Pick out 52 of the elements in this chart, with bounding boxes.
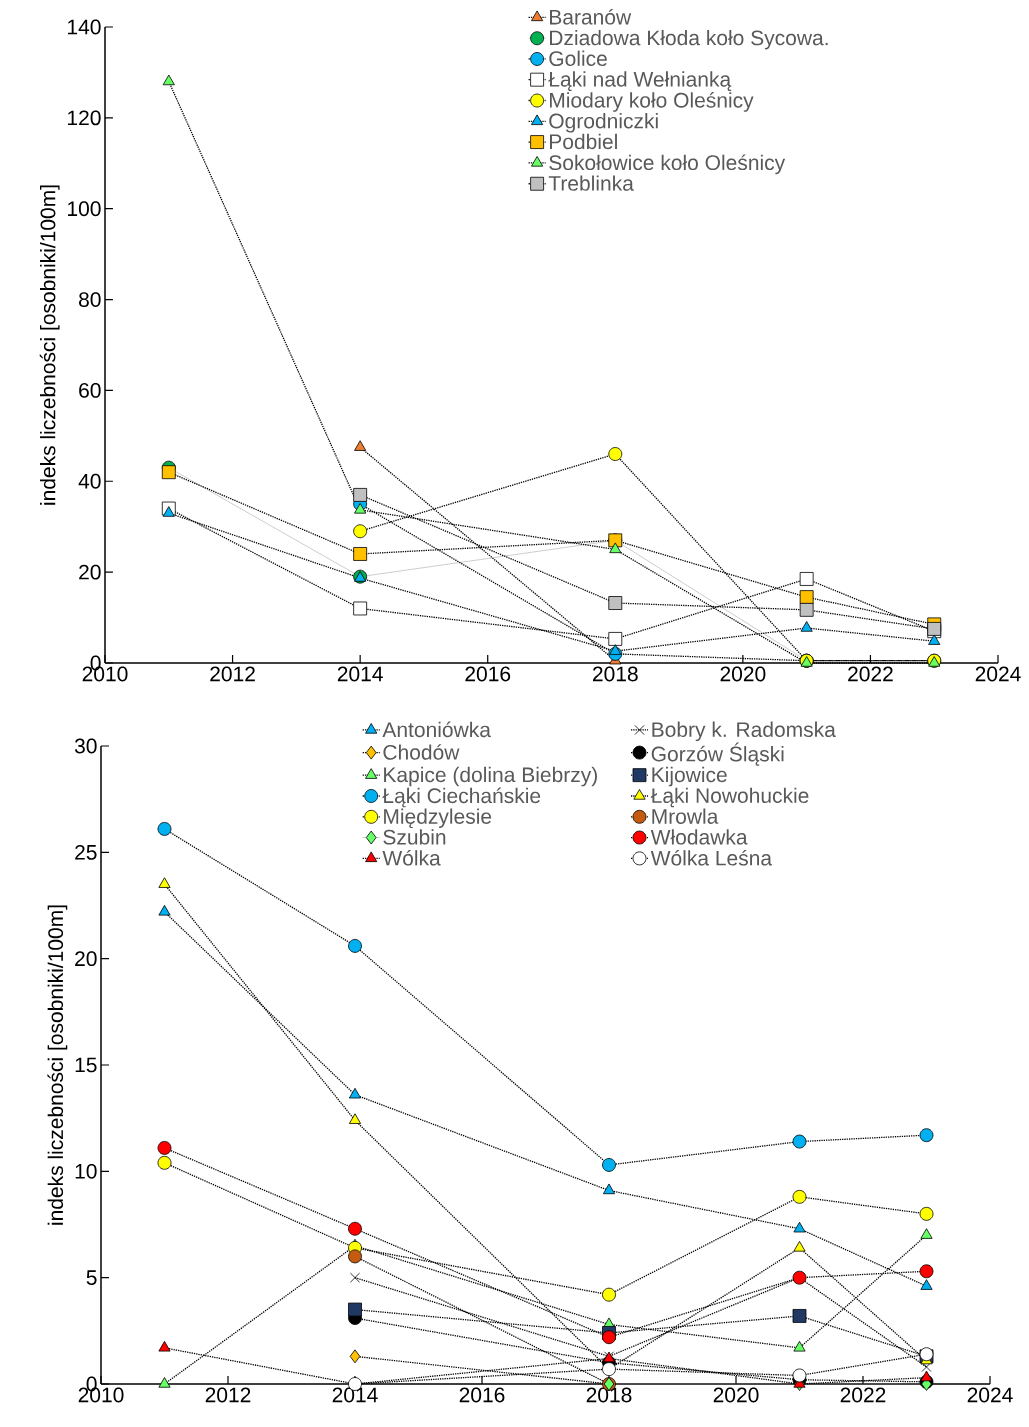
y-tick-label: 120 — [68, 110, 101, 126]
x-tick-label: 2024 — [975, 666, 1021, 682]
legend-label: Mrowla — [652, 808, 719, 824]
x-tick-label: 2022 — [848, 666, 893, 682]
legend-label: Włodawka — [650, 829, 748, 845]
legend-label: Międzylesie — [384, 808, 492, 829]
legend-label: Bobry k. Radomska — [652, 721, 836, 742]
x-tick-label: 2014 — [337, 666, 383, 682]
legend-label: Chodów — [383, 744, 460, 760]
legend-label: Ogrodniczki — [549, 113, 658, 133]
y-tick-label: 25 — [75, 844, 97, 860]
legend-label: Wólka Leśna — [650, 849, 773, 866]
legend-label: Kapice (dolina Biebrzy) — [384, 766, 597, 787]
legend-label: Łąki nad Wełnianką — [548, 71, 732, 91]
y-tick-label: 20 — [79, 564, 101, 580]
x-tick-label: 2020 — [713, 1387, 759, 1403]
legend-label: Treblinka — [548, 175, 634, 191]
legend-label: Szubin — [383, 829, 446, 845]
y-tick-label: 5 — [86, 1270, 97, 1285]
x-tick-label: 2018 — [586, 1387, 632, 1403]
x-tick-label: 2014 — [332, 1387, 378, 1403]
legend-label: Kijowice — [652, 766, 727, 787]
y-tick-label: 100 — [68, 201, 101, 217]
y-tick-label: 80 — [79, 292, 101, 307]
y-tick-label: 10 — [75, 1163, 97, 1179]
x-tick-label: 2024 — [967, 1387, 1013, 1403]
y-tick-label: 20 — [75, 951, 97, 967]
y-tick-label: 40 — [78, 473, 101, 489]
x-tick-label: 2012 — [205, 1387, 251, 1403]
y-tick-label: 15 — [75, 1057, 97, 1073]
legend-label: Sokołowice koło Oleśnicy — [549, 154, 786, 175]
legend-label: Golice — [549, 50, 607, 67]
x-tick-label: 2022 — [840, 1387, 886, 1403]
legend-label: Miodary koło Oleśnicy — [550, 92, 754, 112]
legend-label: Baranów — [550, 8, 632, 25]
legend-label: Antoniówka — [382, 721, 491, 738]
y-axis-title: indeks liczebności [osobniki/100m] — [39, 185, 60, 505]
x-tick-label: 2016 — [465, 666, 511, 682]
legend-label: Gorzów Śląski — [651, 742, 784, 766]
x-tick-label: 2012 — [210, 666, 255, 682]
y-tick-label: 30 — [74, 738, 97, 754]
x-tick-label: 2016 — [459, 1387, 505, 1403]
legend-label: Dziadowa Kłoda koło Sycowa. — [550, 29, 828, 50]
legend-label: Podbiel — [550, 133, 617, 150]
y-tick-label: 60 — [79, 382, 101, 398]
legend-label: Wólka — [382, 849, 441, 866]
legend-label: Łąki Nowohuckie — [650, 787, 809, 808]
x-tick-label: 2018 — [592, 666, 638, 682]
y-tick-label: 140 — [68, 19, 101, 35]
y-axis-title: indeks liczebności [osobniki/100m] — [47, 905, 68, 1225]
x-tick-label: 2020 — [720, 666, 766, 682]
legend-label: Łąki Ciechańskie — [382, 787, 541, 808]
